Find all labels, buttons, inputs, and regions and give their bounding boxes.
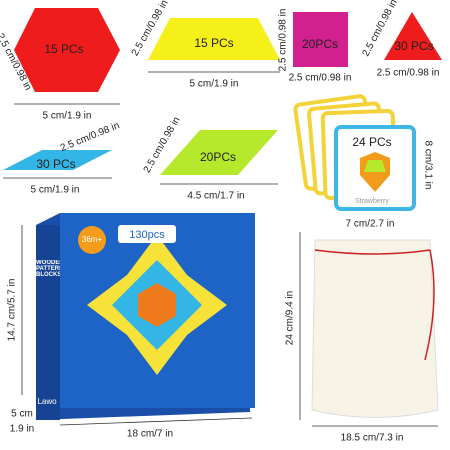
card-caption: Strawberry <box>355 198 389 205</box>
height-label: 8 cm/3.1 in <box>422 141 433 190</box>
box-pcs: 130pcs <box>129 229 165 241</box>
square <box>293 12 348 67</box>
width-label: 18 cm/7 in <box>127 429 173 440</box>
side-label: 2.5 cm/0.98 in <box>59 120 121 154</box>
count: 20PCs <box>200 150 236 164</box>
rhombus <box>160 130 278 175</box>
count: 30 PCs <box>36 157 75 171</box>
base-label: 4.5 cm/1.7 in <box>187 191 244 202</box>
box-brand: Lawo <box>37 397 57 406</box>
count: 20PCs <box>302 37 338 51</box>
base-label: 2.5 cm/0.98 in <box>377 68 440 79</box>
depth-label: 1.9 in <box>10 424 34 435</box>
base-label: 5 cm/1.9 in <box>43 111 92 122</box>
box-age: 36m+ <box>82 235 103 244</box>
count: 24 PCs <box>352 135 391 149</box>
thin-rhombus <box>3 150 112 170</box>
triangle <box>384 12 442 60</box>
bag <box>311 239 439 418</box>
base-label: 5 cm/1.9 in <box>31 185 80 196</box>
trapezoid <box>148 18 280 60</box>
count: 15 PCs <box>44 42 83 56</box>
side-label: 2.5 cm/0.98 in <box>278 9 289 72</box>
width-label: 7 cm/2.7 in <box>346 219 395 230</box>
height-label: 24 cm/9.4 in <box>285 291 296 345</box>
count: 15 PCs <box>194 36 233 50</box>
width-label: 18.5 cm/7.3 in <box>341 433 404 444</box>
height-label: 14.7 cm/5.7 in <box>7 279 18 342</box>
hexagon <box>14 8 120 92</box>
base-label: 2.5 cm/0.98 in <box>289 73 352 84</box>
base-label: 5 cm/1.9 in <box>190 79 239 90</box>
depth-label: 5 cm <box>11 409 33 420</box>
box-name: WOODEN PATTERN BLOCKS <box>36 260 60 278</box>
box <box>36 213 255 420</box>
card-fan <box>293 94 416 211</box>
count: 30 PCs <box>394 39 433 53</box>
